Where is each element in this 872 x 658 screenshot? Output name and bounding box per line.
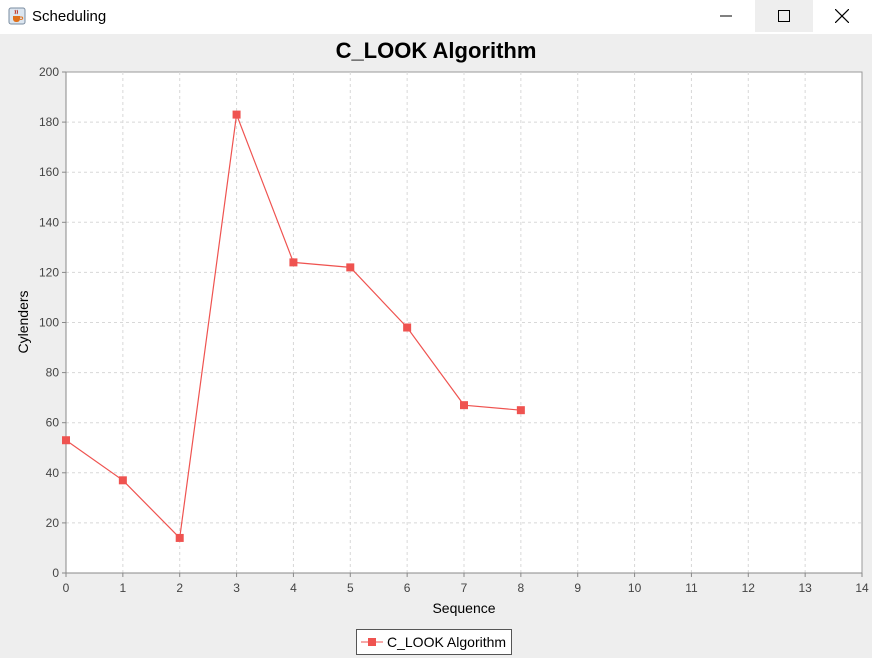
- series-layer: [62, 110, 525, 542]
- y-tick-label: 20: [46, 516, 60, 530]
- title-bar: Scheduling: [0, 0, 872, 34]
- data-point-marker: [403, 323, 412, 332]
- maximize-button[interactable]: [755, 0, 813, 32]
- data-point-marker: [175, 533, 184, 542]
- grid-lines: [66, 72, 862, 573]
- y-tick-label: 80: [46, 366, 60, 380]
- maximize-icon: [778, 10, 790, 22]
- close-icon: [835, 9, 849, 23]
- x-tick-label: 14: [855, 581, 869, 595]
- window-title: Scheduling: [32, 8, 107, 25]
- data-point-marker: [460, 401, 468, 410]
- y-tick-label: 200: [39, 65, 59, 79]
- x-tick-label: 2: [176, 581, 183, 595]
- x-tick-label: 12: [742, 581, 756, 595]
- x-tick-label: 5: [347, 581, 354, 595]
- x-tick-label: 9: [574, 581, 581, 595]
- data-point-marker: [516, 406, 525, 415]
- data-point-marker: [289, 258, 298, 267]
- y-tick-label: 0: [52, 566, 59, 580]
- java-cup-icon: [8, 7, 26, 25]
- minimize-button[interactable]: [697, 0, 755, 32]
- minimize-icon: [720, 15, 732, 17]
- x-tick-label: 1: [120, 581, 127, 595]
- y-axis-label: Cylenders: [15, 290, 31, 353]
- x-tick-label: 4: [290, 581, 297, 595]
- chart-title: C_LOOK Algorithm: [336, 38, 537, 63]
- y-tick-label: 160: [39, 165, 59, 179]
- data-point-marker: [118, 476, 127, 485]
- x-tick-label: 6: [404, 581, 411, 595]
- x-tick-label: 13: [798, 581, 812, 595]
- data-point-marker: [62, 436, 70, 445]
- line-chart: C_LOOK Algorithm 0 1 2 3 4 5 6 7 8 9 10 11 12 13 14020…: [15, 38, 869, 616]
- x-tick-label: 11: [685, 581, 698, 595]
- y-tick-label: 100: [39, 316, 59, 330]
- data-point-marker: [232, 110, 241, 119]
- y-tick-label: 60: [46, 416, 60, 430]
- y-tick-label: 180: [39, 115, 59, 129]
- x-axis-label: Sequence: [432, 600, 495, 616]
- x-tick-label: 3: [233, 581, 240, 595]
- axes: 0 1 2 3 4 5 6 7 8 9 10 11 12 13 1402040608010012014016…: [39, 65, 869, 595]
- y-tick-label: 40: [46, 466, 60, 480]
- x-tick-label: 7: [461, 581, 468, 595]
- close-button[interactable]: [813, 0, 871, 32]
- data-point-marker: [346, 263, 355, 272]
- legend-marker: [361, 638, 383, 646]
- x-tick-label: 0: [63, 581, 70, 595]
- legend: C_LOOK Algorithm: [356, 629, 512, 655]
- x-tick-label: 8: [518, 581, 525, 595]
- chart-panel: C_LOOK Algorithm 0 1 2 3 4 5 6 7 8 9 10 11 12 13 14 0 20…: [0, 34, 872, 653]
- x-tick-label: 10: [628, 581, 642, 595]
- y-tick-label: 120: [39, 265, 59, 279]
- y-tick-label: 140: [39, 215, 59, 229]
- legend-label: C_LOOK Algorithm: [387, 634, 507, 650]
